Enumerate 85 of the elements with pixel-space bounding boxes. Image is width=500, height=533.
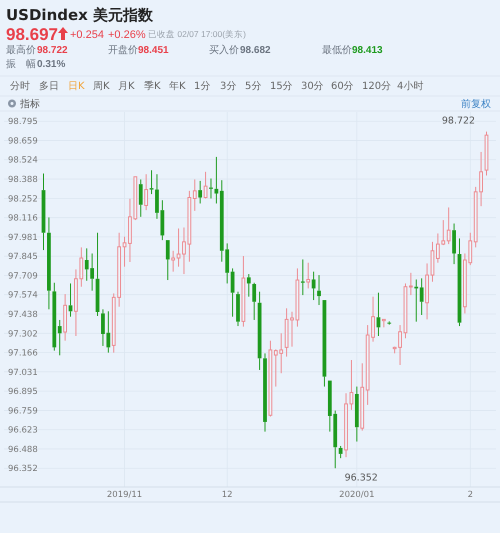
text: 季K	[144, 80, 161, 92]
candlestick	[420, 278, 424, 316]
text: 最高价	[6, 44, 36, 56]
candlestick	[96, 232, 100, 316]
candlestick	[258, 291, 262, 370]
text: 1分	[194, 80, 210, 92]
text: 3分	[220, 80, 236, 92]
text: 98.451	[138, 45, 170, 56]
candlestick	[150, 170, 154, 195]
y-tick-label: 98.795	[8, 117, 38, 128]
x-tick-label: 2019/11	[106, 490, 142, 500]
text: 98.413	[352, 45, 384, 56]
y-tick-label: 98.524	[8, 156, 38, 166]
text: 开盘价	[108, 44, 138, 56]
y-tick-label: 97.302	[8, 329, 38, 340]
y-tick-label: 97.166	[8, 348, 38, 359]
y-tick-label: 96.623	[8, 426, 38, 436]
text: 120分	[362, 80, 392, 92]
text: 0.31%	[37, 59, 66, 70]
text: 周K	[93, 81, 110, 92]
candlestick	[376, 292, 380, 337]
y-tick-label: 96.488	[8, 444, 38, 455]
text: 60分	[331, 80, 354, 92]
candlestick	[42, 173, 46, 251]
candlestick	[333, 410, 338, 469]
candlestick	[252, 282, 256, 320]
text: 年K	[169, 80, 186, 92]
candlestick	[452, 223, 456, 265]
candlestick	[63, 294, 68, 342]
candlestick	[279, 332, 284, 374]
candlestick	[338, 445, 343, 459]
text: 98.722	[37, 45, 68, 56]
candlestick	[138, 178, 143, 218]
candlestick	[236, 291, 240, 327]
annotation: 96.352	[344, 472, 378, 484]
text: 月K	[118, 81, 135, 92]
y-tick-label: 98.388	[8, 175, 38, 186]
candlestick	[312, 271, 316, 301]
text: 已收盘 02/07 17:00(美东)	[148, 29, 246, 39]
candlestick	[52, 282, 56, 352]
candlestick	[306, 262, 310, 289]
y-tick-label: 97.981	[8, 232, 38, 243]
y-tick-label: 98.116	[8, 214, 38, 224]
y-tick-label: 96.352	[8, 464, 38, 474]
candlestick	[58, 319, 62, 356]
text: 分时	[10, 80, 30, 92]
candlestick	[198, 180, 202, 204]
text: 买入价	[209, 44, 239, 56]
chart-title: USDindex 美元指数	[6, 6, 154, 24]
candlestick	[246, 274, 251, 298]
text: 指标	[19, 98, 40, 110]
text: 30分	[301, 80, 324, 92]
text: 15分	[270, 80, 293, 92]
text: +0.26%	[108, 29, 146, 41]
y-tick-label: 97.574	[8, 290, 38, 301]
candlestick	[68, 282, 72, 318]
text: 最低价	[322, 44, 352, 56]
chart-subtitle: 98.697	[6, 25, 58, 44]
text: 4小时	[397, 80, 424, 92]
text: 前复权	[461, 98, 491, 110]
y-tick-label: 98.252	[8, 194, 38, 204]
candlestick	[414, 278, 418, 322]
text: +0.254	[70, 29, 104, 41]
y-tick-label: 96.895	[8, 387, 38, 398]
candlestick	[209, 178, 213, 200]
candlestick	[458, 238, 462, 327]
y-tick-label: 97.845	[8, 252, 38, 262]
candlestick	[354, 386, 359, 442]
y-tick-label: 97.709	[8, 271, 38, 282]
y-tick-label: 98.659	[8, 136, 38, 147]
x-tick-label: 2	[468, 490, 473, 500]
candlestick	[263, 352, 267, 432]
candlestick	[317, 274, 321, 306]
text: 日K	[68, 81, 85, 92]
annotation: 98.722	[442, 116, 476, 127]
text: 98.682	[240, 45, 272, 56]
candlestick	[47, 216, 51, 310]
y-tick-label: 97.438	[8, 310, 38, 320]
text: 多日	[39, 80, 59, 92]
x-tick-label: 2020/01	[339, 490, 374, 500]
y-tick-label: 96.759	[8, 406, 38, 416]
text: 振 幅	[6, 58, 36, 70]
x-tick-label: 12	[222, 490, 233, 500]
text: 5分	[245, 80, 262, 92]
y-tick-label: 97.031	[8, 368, 38, 378]
